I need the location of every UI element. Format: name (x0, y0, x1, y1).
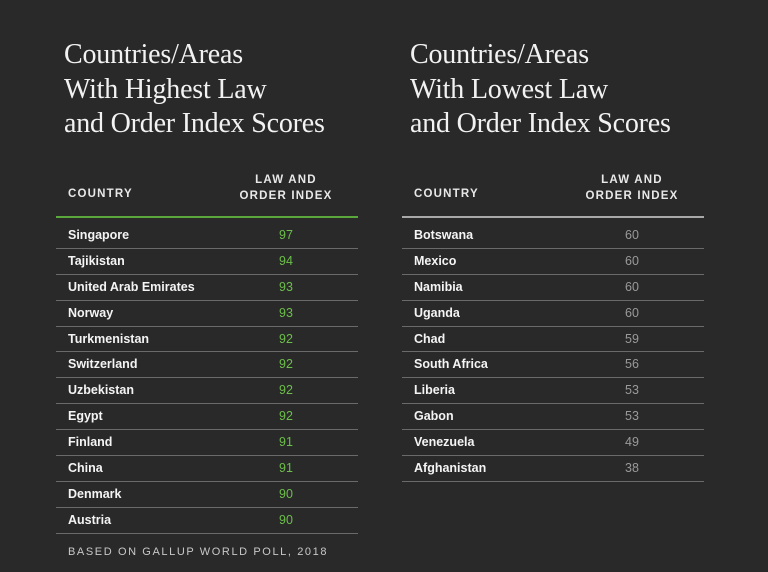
highest-scores-title: Countries/Areas With Highest Law and Ord… (64, 39, 325, 139)
highest-row-country: United Arab Emirates (68, 279, 195, 294)
lowest-row-index-value: 60 (625, 305, 639, 320)
highest-row-index-value: 97 (279, 228, 293, 242)
highest-row-country: Uzbekistan (68, 383, 134, 398)
highest-country-column-header: COUNTRY (68, 188, 133, 200)
lowest-row-country: Venezuela (414, 435, 475, 450)
lowest-row-index-value: 49 (625, 435, 639, 450)
lowest-row-index-value: 60 (625, 228, 639, 242)
lowest-row-country: Gabon (414, 409, 454, 424)
highest-table-row: Egypt 92 (56, 404, 358, 431)
highest-scores-rows: Singapore 97 Tajikistan 94 United Arab Emira… (56, 223, 358, 534)
lowest-row-index-value: 53 (625, 383, 639, 398)
lowest-row-country: Uganda (414, 305, 460, 320)
highest-row-country: Singapore (68, 228, 130, 242)
lowest-table-row: Botswana 60 (402, 223, 704, 249)
lowest-row-index-value: 38 (625, 461, 639, 476)
highest-table-row: Denmark 90 (56, 482, 358, 508)
lowest-table-row: Uganda 60 (402, 301, 704, 327)
lowest-row-country: Liberia (414, 383, 455, 398)
lowest-table-row: Gabon 53 (402, 404, 704, 431)
lowest-row-country: South Africa (414, 357, 488, 372)
highest-header-rule (56, 216, 358, 218)
source-footnote: BASED ON GALLUP WORLD POLL, 2018 (68, 546, 329, 558)
lowest-table-row: Venezuela 49 (402, 430, 704, 457)
highest-table-row: Singapore 97 (56, 223, 358, 249)
lowest-row-country: Namibia (414, 279, 463, 294)
highest-table-row: Tajikistan 94 (56, 249, 358, 275)
highest-row-country: China (68, 461, 103, 476)
highest-row-index-value: 92 (279, 383, 293, 398)
lowest-row-index-value: 56 (625, 357, 639, 372)
lowest-row-country: Botswana (414, 228, 474, 242)
highest-row-country: Egypt (68, 409, 103, 424)
highest-row-index-value: 91 (279, 435, 293, 450)
highest-row-index-value: 90 (279, 486, 293, 501)
lowest-index-column-header: LAW AND ORDER INDEX (585, 174, 679, 202)
highest-table-row: Switzerland 92 (56, 352, 358, 379)
highest-row-country: Austria (68, 512, 112, 527)
lowest-row-country: Chad (414, 331, 446, 346)
lowest-table-row: Chad 59 (402, 327, 704, 353)
highest-table-row: Turkmenistan 92 (56, 327, 358, 353)
lowest-row-index-value: 59 (625, 331, 639, 346)
highest-row-country: Switzerland (68, 357, 138, 372)
lowest-table-row: Liberia 53 (402, 378, 704, 405)
lowest-table-row: Mexico 60 (402, 249, 704, 275)
highest-row-index-value: 90 (279, 512, 293, 527)
lowest-scores-rows: Botswana 60 Mexico 60 Namibia 60 Uganda 60 Chad 5… (402, 223, 704, 482)
lowest-row-country: Mexico (414, 253, 457, 268)
highest-row-country: Norway (68, 305, 114, 320)
highest-row-index-value: 91 (279, 461, 293, 476)
highest-row-country: Turkmenistan (68, 331, 150, 346)
highest-row-index-value: 93 (279, 279, 293, 294)
highest-table-row: Finland 91 (56, 430, 358, 457)
lowest-country-column-header: COUNTRY (414, 188, 479, 200)
highest-row-country: Denmark (68, 486, 122, 501)
lowest-row-index-value: 60 (625, 253, 639, 268)
highest-index-column-header: LAW AND ORDER INDEX (239, 174, 333, 202)
highest-table-row: Norway 93 (56, 301, 358, 327)
lowest-table-row: South Africa 56 (402, 352, 704, 379)
highest-row-index-value: 92 (279, 357, 293, 372)
lowest-row-index-value: 53 (625, 409, 639, 424)
lowest-header-rule (402, 216, 704, 218)
highest-row-country: Finland (68, 435, 113, 450)
highest-row-index-value: 92 (279, 331, 293, 346)
highest-table-row: United Arab Emirates 93 (56, 275, 358, 301)
highest-row-index-value: 93 (279, 305, 293, 320)
lowest-row-index-value: 60 (625, 279, 639, 294)
highest-row-index-value: 92 (279, 409, 293, 424)
highest-table-row: Uzbekistan 92 (56, 378, 358, 405)
highest-table-row: Austria 90 (56, 508, 358, 534)
highest-row-index-value: 94 (279, 253, 293, 268)
highest-row-country: Tajikistan (68, 253, 125, 268)
lowest-table-row: Namibia 60 (402, 275, 704, 301)
lowest-table-row: Afghanistan 38 (402, 456, 704, 482)
lowest-row-country: Afghanistan (414, 461, 487, 476)
lowest-scores-title: Countries/Areas With Lowest Law and Orde… (410, 39, 671, 139)
highest-table-row: China 91 (56, 456, 358, 482)
